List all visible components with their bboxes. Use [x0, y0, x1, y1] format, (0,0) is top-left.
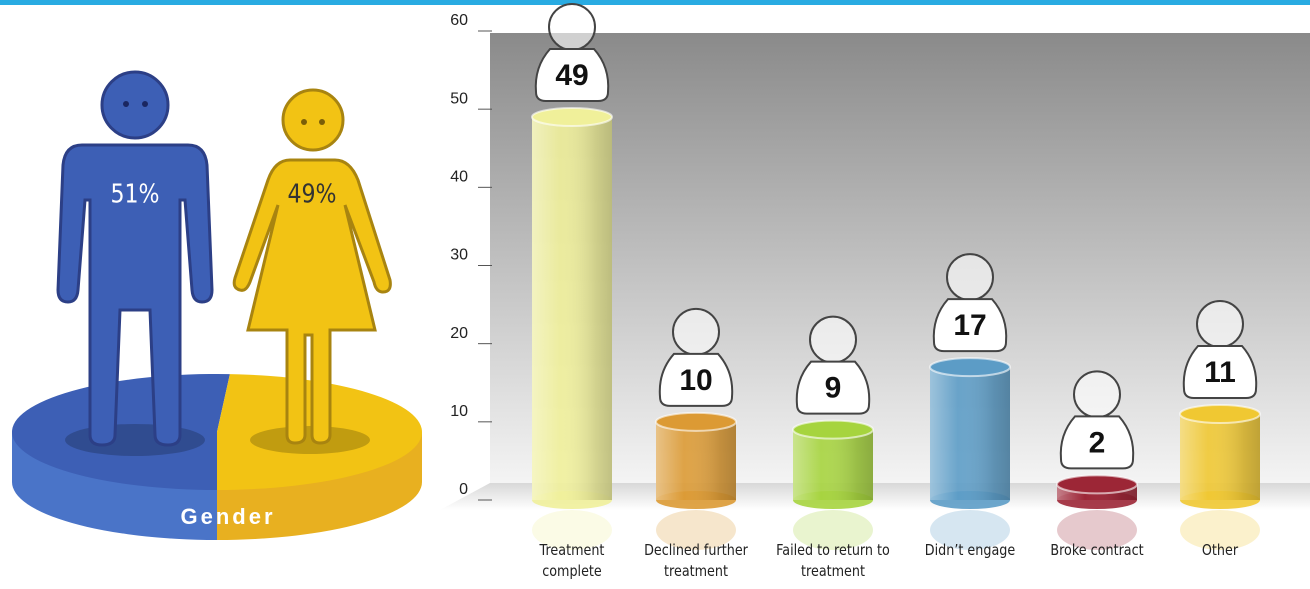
bar-top — [793, 421, 873, 439]
pie-title: Gender — [180, 504, 275, 529]
value-label: 2 — [1089, 426, 1106, 459]
bar-shine — [930, 367, 1010, 500]
x-tick-label: Broke contract — [1038, 540, 1157, 561]
x-tick-label: Failed to return to treatment — [774, 540, 893, 582]
y-tick-label: 60 — [450, 12, 468, 29]
eye — [319, 119, 325, 125]
bar-shine — [656, 422, 736, 500]
bar-shine — [532, 117, 612, 500]
icon-head — [947, 254, 993, 300]
bar-top — [656, 413, 736, 431]
bar-top — [1057, 475, 1137, 493]
eye — [142, 101, 148, 107]
shadow — [250, 426, 370, 454]
eye — [301, 119, 307, 125]
x-tick-label: Didn’t engage — [911, 540, 1030, 561]
female-head — [283, 90, 343, 150]
value-label: 49 — [555, 59, 588, 92]
top-bar — [0, 0, 1310, 5]
x-tick-label: Treatment complete — [513, 540, 632, 582]
y-tick-label: 50 — [450, 90, 468, 107]
x-tick-label: Declined further treatment — [637, 540, 756, 582]
bar-shine — [1180, 414, 1260, 500]
icon-head — [1074, 371, 1120, 417]
y-tick-label: 20 — [450, 325, 468, 342]
icon-head — [810, 317, 856, 363]
y-tick-label: 0 — [459, 481, 468, 498]
icon-head — [549, 4, 595, 50]
x-tick-label: Other — [1161, 540, 1280, 561]
icon-head — [1197, 301, 1243, 347]
value-label: 10 — [679, 364, 712, 397]
y-tick-label: 30 — [450, 247, 468, 264]
value-label: 9 — [825, 372, 842, 405]
bar-shine — [793, 430, 873, 500]
value-label: 17 — [953, 309, 986, 342]
male-head — [102, 72, 168, 138]
eye — [123, 101, 129, 107]
y-tick-label: 40 — [450, 169, 468, 186]
value-label: 51% — [110, 179, 159, 209]
shadow — [65, 424, 205, 456]
bar-top — [930, 358, 1010, 376]
icon-head — [673, 309, 719, 355]
value-label: 49% — [287, 179, 336, 209]
y-tick-label: 10 — [450, 403, 468, 420]
value-label: 11 — [1204, 356, 1236, 389]
bar-top — [532, 108, 612, 126]
bar-top — [1180, 405, 1260, 423]
